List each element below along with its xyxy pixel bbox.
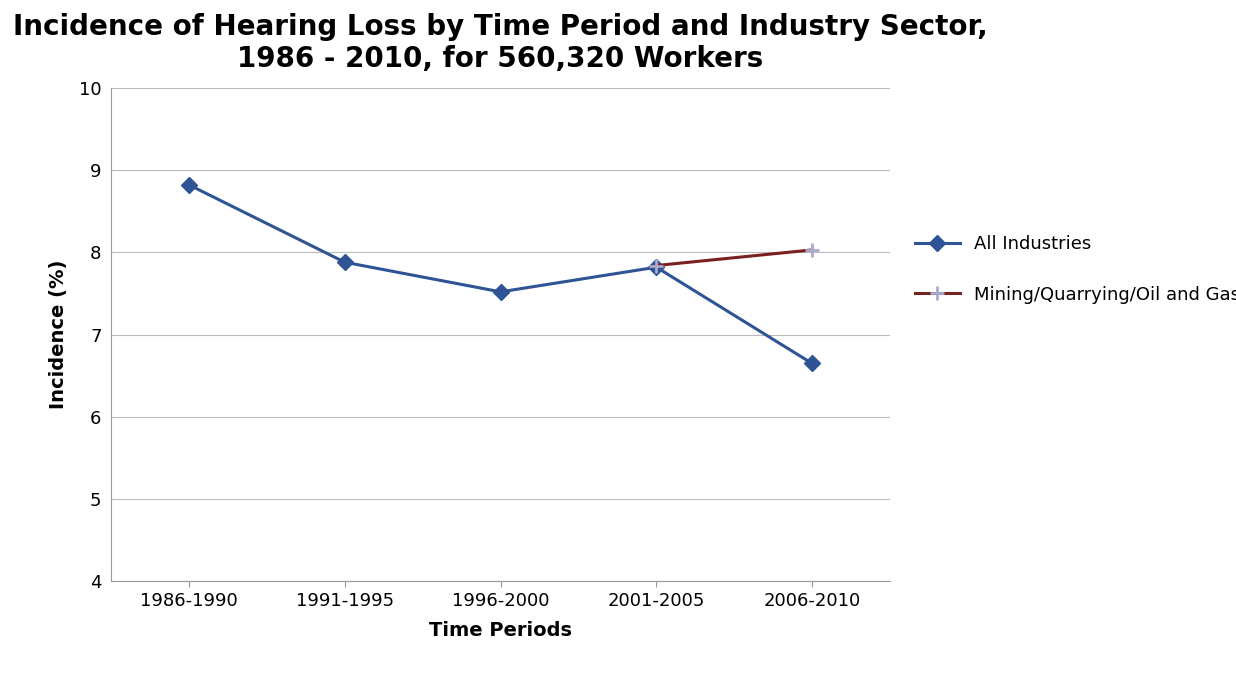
Y-axis label: Incidence (%): Incidence (%) (48, 260, 68, 409)
Line: All Industries: All Industries (184, 179, 817, 369)
Mining/Quarrying/Oil and Gas (805, 246, 819, 254)
X-axis label: Time Periods: Time Periods (429, 621, 572, 640)
All Industries (182, 181, 197, 189)
All Industries (493, 288, 508, 296)
Mining/Quarrying/Oil and Gas (649, 262, 664, 270)
Line: Mining/Quarrying/Oil and Gas: Mining/Quarrying/Oil and Gas (649, 243, 819, 272)
Legend: All Industries, Mining/Quarrying/Oil and Gas: All Industries, Mining/Quarrying/Oil and… (915, 235, 1236, 304)
All Industries (337, 258, 352, 266)
All Industries (649, 263, 664, 271)
Title: Incidence of Hearing Loss by Time Period and Industry Sector,
1986 - 2010, for 5: Incidence of Hearing Loss by Time Period… (14, 13, 988, 73)
All Industries (805, 360, 819, 368)
